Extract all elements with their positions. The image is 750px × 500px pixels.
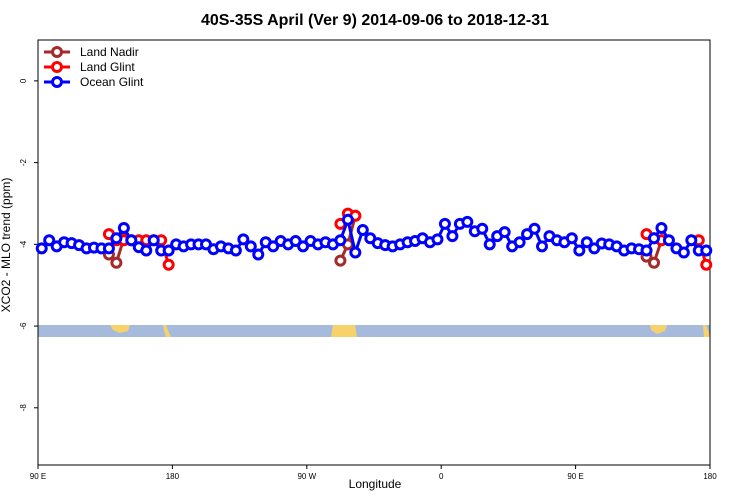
data-point: [35, 242, 48, 255]
data-point: [289, 235, 302, 248]
data-point: [43, 234, 56, 247]
data-point: [267, 240, 280, 253]
data-point: [147, 234, 160, 247]
data-point: [162, 244, 175, 257]
data-point: [162, 258, 175, 271]
data-point: [334, 254, 347, 267]
data-point: [640, 244, 653, 257]
y-axis-label: XCO2 - MLO trend (ppm): [0, 178, 13, 313]
x-axis-label: Longitude: [349, 477, 402, 491]
data-point: [252, 248, 265, 261]
legend-marker: [51, 76, 63, 88]
series: [35, 213, 713, 261]
data-point: [349, 246, 362, 259]
data-point: [685, 234, 698, 247]
data-point: [244, 240, 257, 253]
legend-marker: [51, 46, 63, 58]
data-point: [677, 246, 690, 259]
land: [703, 325, 710, 337]
data-point: [580, 236, 593, 249]
data-point: [110, 256, 123, 269]
legend-label: Ocean Glint: [80, 75, 144, 89]
x-tick-label: 90 W: [297, 472, 316, 481]
data-point: [229, 244, 242, 257]
map-strip: [38, 325, 710, 337]
y-tick-label: 0: [19, 78, 28, 83]
data-point: [140, 244, 153, 257]
x-tick-label: 180: [703, 472, 717, 481]
legend-label: Land Nadir: [80, 45, 139, 59]
ocean-strip: [38, 325, 710, 337]
y-tick-label: -4: [19, 240, 28, 248]
data-point: [521, 228, 534, 241]
data-point: [700, 244, 713, 257]
data-point: [536, 240, 548, 253]
data-point: [356, 224, 369, 237]
data-point: [648, 256, 660, 269]
data-point: [648, 232, 660, 245]
land: [331, 325, 357, 337]
data-point: [528, 222, 541, 235]
data-point: [297, 240, 310, 253]
y-tick-label: -6: [19, 322, 28, 330]
y-tick-label: -2: [19, 158, 28, 166]
x-tick-label: 180: [166, 472, 180, 481]
data-point: [513, 236, 526, 249]
data-point: [498, 226, 511, 239]
land: [110, 325, 130, 333]
chart-title: 40S-35S April (Ver 9) 2014-09-06 to 2018…: [201, 12, 549, 29]
legend-marker: [51, 61, 63, 73]
data-point: [446, 230, 459, 243]
data-point: [483, 238, 496, 251]
land: [650, 325, 667, 334]
data-point: [461, 215, 474, 228]
data-point: [438, 217, 451, 230]
data-point: [431, 233, 444, 246]
data-point: [117, 221, 130, 234]
data-point: [700, 258, 713, 271]
data-point: [655, 221, 668, 234]
data-point: [125, 234, 138, 247]
data-point: [341, 213, 354, 226]
y-tick-label: -8: [19, 404, 28, 412]
land: [163, 325, 171, 337]
data-point: [565, 232, 578, 245]
x-tick-label: 90 E: [30, 472, 46, 481]
data-point: [334, 234, 347, 247]
x-tick-label: 90 E: [567, 472, 583, 481]
legend-label: Land Glint: [80, 60, 135, 74]
data-point: [102, 242, 115, 255]
data-point: [662, 234, 675, 247]
data-point: [237, 233, 250, 246]
data-point: [573, 244, 586, 257]
data-point: [476, 222, 489, 235]
data-point: [110, 232, 123, 245]
x-tick-label: 0: [439, 472, 444, 481]
